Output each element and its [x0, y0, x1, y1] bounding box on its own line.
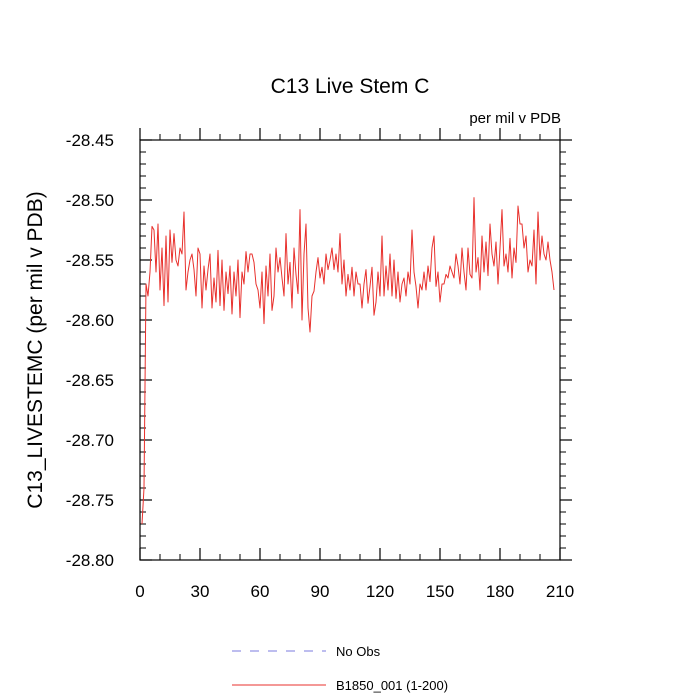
- x-tick-label: 150: [426, 582, 454, 601]
- chart-title: C13 Live Stem C: [271, 75, 430, 98]
- y-tick-label: -28.80: [66, 551, 114, 570]
- x-tick-label: 0: [135, 582, 144, 601]
- y-tick-label: -28.50: [66, 191, 114, 210]
- x-tick-label: 30: [191, 582, 210, 601]
- legend-label-0: No Obs: [336, 644, 381, 659]
- x-tick-label: 120: [366, 582, 394, 601]
- x-tick-label: 180: [486, 582, 514, 601]
- y-tick-label: -28.65: [66, 371, 114, 390]
- legend-label-1: B1850_001 (1-200): [336, 678, 448, 693]
- y-axis-label: C13_LIVESTEMC (per mil v PDB): [24, 191, 47, 508]
- x-tick-label: 210: [546, 582, 574, 601]
- y-tick-label: -28.55: [66, 251, 114, 270]
- y-tick-label: -28.75: [66, 491, 114, 510]
- series-group: [141, 197, 555, 525]
- chart-units: per mil v PDB: [469, 110, 561, 127]
- y-tick-label: -28.70: [66, 431, 114, 450]
- axis-ticks: [139, 128, 572, 561]
- x-tick-label: 60: [251, 582, 270, 601]
- x-tick-label: 90: [311, 582, 330, 601]
- y-tick-label: -28.45: [66, 131, 114, 150]
- y-tick-label: -28.60: [66, 311, 114, 330]
- series-line-b1850-001: [141, 197, 555, 525]
- tick-labels: 0 30 60 90 120 150 180 210 -28.80 -28.75 -28.70 -28…: [66, 131, 574, 601]
- legend: No Obs B1850_001 (1-200): [232, 644, 448, 693]
- plot-frame: [139, 139, 561, 561]
